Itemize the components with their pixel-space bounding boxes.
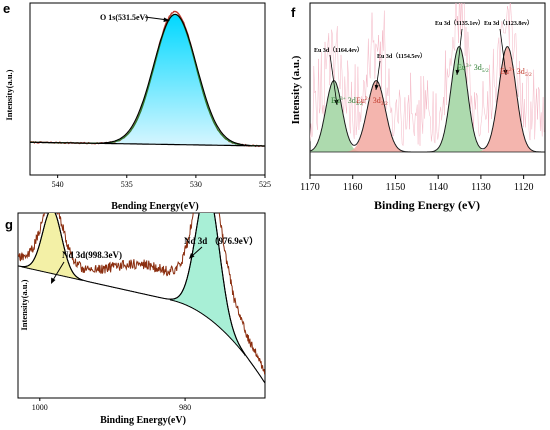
x-axis-f-tick-label: 1170 [300,182,320,193]
peak-fill-3 [473,46,542,152]
x-axis-label-g: Binding Energy(eV) [100,415,186,426]
peak-fill-0 [310,80,367,152]
peak-label-3: Eu 3d（1123.8ev） [484,19,533,27]
arrowhead-nd-976 [189,253,195,259]
plot-frame-f [309,2,546,176]
y-axis-label-e: Intensity(a.u.) [4,69,14,120]
peak-arrowhead-1 [374,84,379,90]
peak-label-2: Eu 3d（1135.1ev） [435,19,484,27]
x-axis-f-tick-label: 1120 [514,182,534,193]
x-axis-e-tick-label: 525 [259,180,271,189]
series-envelope-g [18,213,265,384]
series-measured-g [18,213,265,375]
series-background-e [30,141,265,147]
plot-area-g [18,213,265,384]
annotation-nd-998: Nd 3d(998.3eV) [62,250,122,260]
annotation-arrow-nd-976 [191,246,203,257]
x-axis-f-tick-label: 1140 [428,182,448,193]
x-axis-f-tick-label: 1160 [343,182,363,193]
peak-arrowhead-0 [334,99,339,105]
peak-arrowhead-2 [455,69,460,75]
peak-arrowhead-3 [503,69,508,75]
panel-label-e: e [3,1,10,16]
peak-fill-o1s [30,14,265,147]
peak-fill-1 [340,80,413,152]
x-axis-f-tick-label: 1130 [471,182,491,193]
panel-f: f 1170 1160 1150 1140 1130 1120 Binding Energ… [290,2,546,212]
peak-annotations-f: Eu 3d（1164.4ev） Eu3+ 3d3/2 Eu 3d（1154.5ev）… [314,19,533,107]
panel-label-g: g [5,217,13,232]
arrowhead-o1s [163,17,170,22]
x-axis-g-tick-label: 1000 [32,403,48,412]
x-axis-e-tick-label: 535 [121,180,133,189]
x-axis-e: 540 535 530 525 [52,175,271,189]
peak-assignment-1: Eu2+ 3d3/2 [356,96,388,107]
peak-fill-nd-0 [21,213,83,281]
x-axis-label-e: Bending Energy(eV) [111,201,199,212]
annotation-o1s: O 1s(531.5eV) [100,13,148,22]
x-axis-g-tick-label: 980 [179,403,191,412]
x-axis-g: 1000 980 [32,398,191,412]
x-axis-label-f: Binding Energy (eV) [374,198,480,212]
x-axis-e-tick-label: 540 [52,180,64,189]
peak-assignment-0: Eu3+ 3d3/2 [331,96,363,107]
peak-arrow-3 [499,28,507,76]
peak-arrow-2 [456,28,463,76]
x-axis-f: 1170 1160 1150 1140 1130 1120 [300,175,533,193]
x-axis-f-tick-label: 1150 [386,182,406,193]
arrowhead-nd-998 [51,277,56,284]
peak-fill-2 [426,46,492,152]
plot-frame-e [29,2,266,176]
y-axis-label-g: Intensity(a.u.) [19,279,29,330]
peak-assignment-3: Eu2+ 3d5/2 [500,67,532,78]
peak-label-1: Eu 3d（1154.5ev） [377,52,426,60]
peak-outline-o1s [99,13,251,147]
peak-arrow-0 [329,54,338,106]
peak-assignment-2: Eu3+ 3d5/2 [457,63,489,74]
y-axis-label-f: Intensity (a.u.) [290,55,302,124]
plot-area-e [30,10,265,148]
series-raw-noise-f [310,3,545,147]
panel-g: g 1000 980 Binding Energy(eV) Intensity(a… [5,212,266,426]
plot-area-f [310,3,545,153]
plot-frame-g [17,212,266,399]
peak-label-0: Eu 3d（1164.4ev） [314,46,363,54]
annotation-nd-976: Nd 3d （976.9eV） [184,236,258,246]
x-axis-e-tick-label: 530 [190,180,202,189]
annotation-arrow-nd-998 [52,261,65,281]
panel-label-f: f [291,5,296,20]
panel-e: e 540 535 530 525 Bending Energy(eV) Intens… [3,1,271,212]
